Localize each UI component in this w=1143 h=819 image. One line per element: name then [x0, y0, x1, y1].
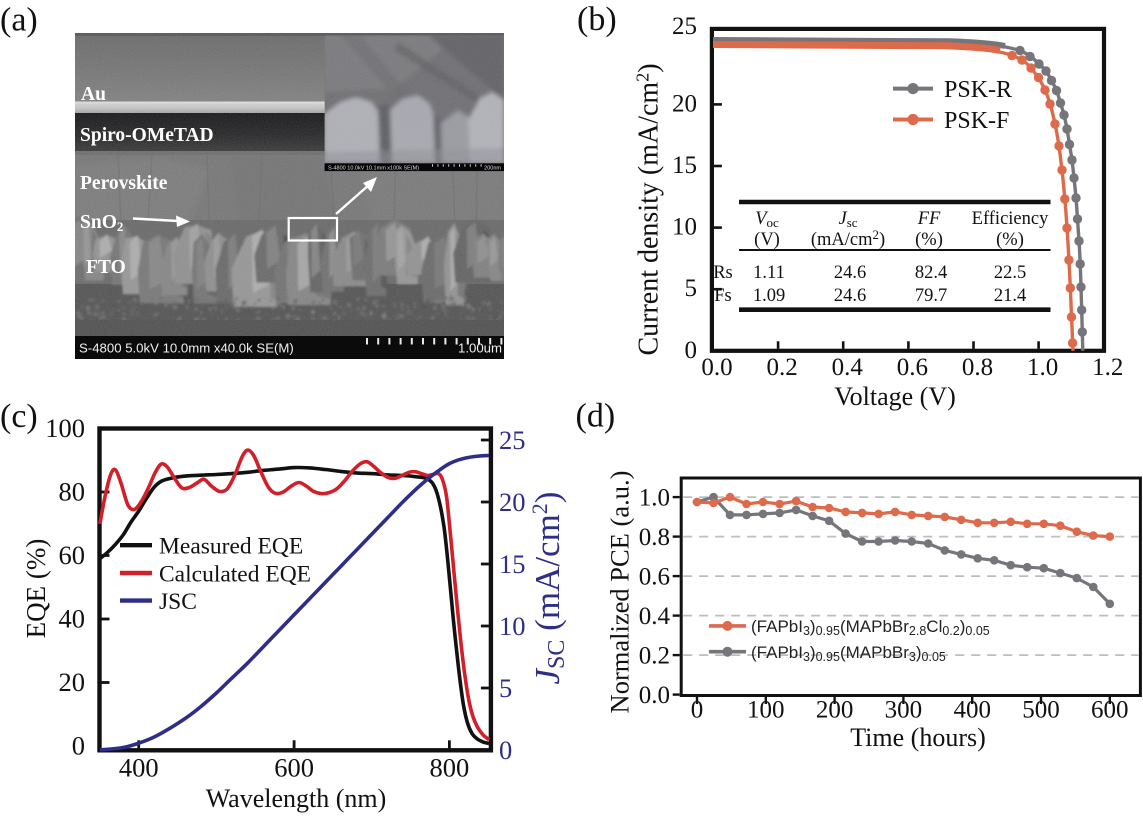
svg-text:JSC: JSC: [159, 589, 197, 615]
svg-text:200: 200: [816, 697, 854, 724]
svg-text:200nm: 200nm: [484, 165, 501, 171]
svg-text:20: 20: [59, 667, 86, 697]
svg-text:Jsc: Jsc: [838, 209, 857, 230]
svg-text:20: 20: [499, 487, 526, 517]
svg-text:Time (hours): Time (hours): [850, 723, 986, 752]
svg-text:79.7: 79.7: [915, 286, 947, 306]
svg-text:Measured EQE: Measured EQE: [159, 534, 303, 560]
svg-text:Voc: Voc: [755, 209, 779, 230]
svg-text:5: 5: [499, 673, 512, 703]
svg-text:0.0: 0.0: [639, 682, 670, 709]
svg-text:0: 0: [72, 731, 85, 761]
svg-text:1.0: 1.0: [639, 485, 670, 512]
svg-text:0.0: 0.0: [701, 354, 732, 381]
svg-text:(d): (d): [576, 398, 616, 435]
svg-text:500: 500: [1022, 697, 1060, 724]
svg-text:Rs: Rs: [713, 263, 733, 283]
svg-text:800: 800: [430, 753, 470, 783]
svg-text:Perovskite: Perovskite: [80, 173, 168, 194]
svg-text:15: 15: [499, 549, 526, 579]
svg-text:(FAPbI3)0.95(MAPbBr2.8Cl0.2)0.: (FAPbI3)0.95(MAPbBr2.8Cl0.2)0.05: [751, 617, 990, 638]
svg-text:0.8: 0.8: [639, 524, 670, 551]
svg-text:FTO: FTO: [86, 257, 126, 278]
svg-text:Normalized PCE (a.u.): Normalized PCE (a.u.): [605, 471, 635, 714]
svg-text:(b): (b): [577, 1, 617, 38]
svg-text:0.6: 0.6: [639, 564, 670, 591]
svg-text:(%): (%): [996, 230, 1024, 250]
svg-text:(V): (V): [754, 230, 780, 250]
svg-text:SnO2: SnO2: [80, 212, 123, 234]
svg-text:20: 20: [672, 90, 697, 117]
svg-text:Fs: Fs: [714, 286, 732, 306]
svg-text:82.4: 82.4: [915, 263, 947, 283]
svg-text:Spiro-OMeTAD: Spiro-OMeTAD: [80, 125, 214, 146]
svg-text:0.2: 0.2: [639, 643, 670, 670]
svg-text:Au: Au: [81, 84, 106, 105]
svg-text:22.5: 22.5: [994, 263, 1026, 283]
svg-text:10: 10: [499, 611, 526, 641]
svg-text:600: 600: [1091, 697, 1129, 724]
svg-text:S-4800 10.0kV 10.1mm x100k SE(: S-4800 10.0kV 10.1mm x100k SE(M): [328, 165, 419, 171]
svg-text:300: 300: [885, 697, 923, 724]
svg-text:400: 400: [953, 697, 991, 724]
svg-text:80: 80: [59, 477, 86, 507]
svg-text:Wavelength (nm): Wavelength (nm): [206, 784, 387, 813]
svg-text:0.4: 0.4: [639, 603, 671, 630]
svg-text:(c): (c): [0, 398, 38, 435]
svg-text:0.8: 0.8: [962, 354, 993, 381]
svg-text:PSK-R: PSK-R: [944, 77, 1012, 103]
svg-text:Current density (mA/cm2): Current density (mA/cm2): [633, 63, 665, 355]
svg-text:25: 25: [499, 425, 526, 455]
svg-text:100: 100: [45, 413, 85, 443]
svg-text:FF: FF: [917, 209, 941, 229]
svg-text:(%): (%): [915, 230, 943, 250]
svg-text:0: 0: [691, 697, 704, 724]
svg-text:0.4: 0.4: [832, 354, 864, 381]
svg-text:0.2: 0.2: [766, 354, 797, 381]
svg-text:0.6: 0.6: [897, 354, 928, 381]
svg-text:Efficiency: Efficiency: [972, 209, 1049, 229]
svg-text:Voltage (V): Voltage (V): [834, 382, 956, 411]
svg-text:24.6: 24.6: [834, 286, 866, 306]
svg-text:S-4800 5.0kV 10.0mm x40.0k SE(: S-4800 5.0kV 10.0mm x40.0k SE(M): [79, 341, 294, 356]
svg-text:10: 10: [672, 214, 697, 241]
svg-text:JSC (mA/cm2): JSC (mA/cm2): [527, 492, 570, 685]
svg-text:25: 25: [672, 13, 697, 40]
svg-text:100: 100: [747, 697, 785, 724]
svg-text:1.09: 1.09: [753, 286, 785, 306]
svg-text:(a): (a): [0, 2, 38, 39]
svg-text:5: 5: [685, 275, 698, 302]
svg-text:EQE (%): EQE (%): [21, 539, 51, 639]
svg-text:1.11: 1.11: [753, 263, 785, 283]
svg-text:1.00um: 1.00um: [458, 341, 502, 356]
svg-text:0: 0: [499, 735, 512, 765]
svg-text:15: 15: [672, 152, 697, 179]
svg-text:21.4: 21.4: [994, 286, 1026, 306]
svg-text:400: 400: [119, 753, 159, 783]
svg-text:Calculated EQE: Calculated EQE: [159, 562, 311, 588]
svg-text:(FAPbI3)0.95(MAPbBr3)0.05: (FAPbI3)0.95(MAPbBr3)0.05: [751, 643, 946, 664]
svg-text:60: 60: [59, 540, 86, 570]
svg-text:0: 0: [685, 337, 698, 364]
svg-text:1.0: 1.0: [1027, 354, 1058, 381]
svg-text:1.2: 1.2: [1092, 354, 1123, 381]
svg-text:24.6: 24.6: [834, 263, 866, 283]
svg-text:PSK-F: PSK-F: [944, 108, 1009, 134]
svg-text:600: 600: [274, 753, 314, 783]
svg-text:40: 40: [59, 604, 86, 634]
svg-text:(mA/cm2): (mA/cm2): [811, 227, 885, 250]
